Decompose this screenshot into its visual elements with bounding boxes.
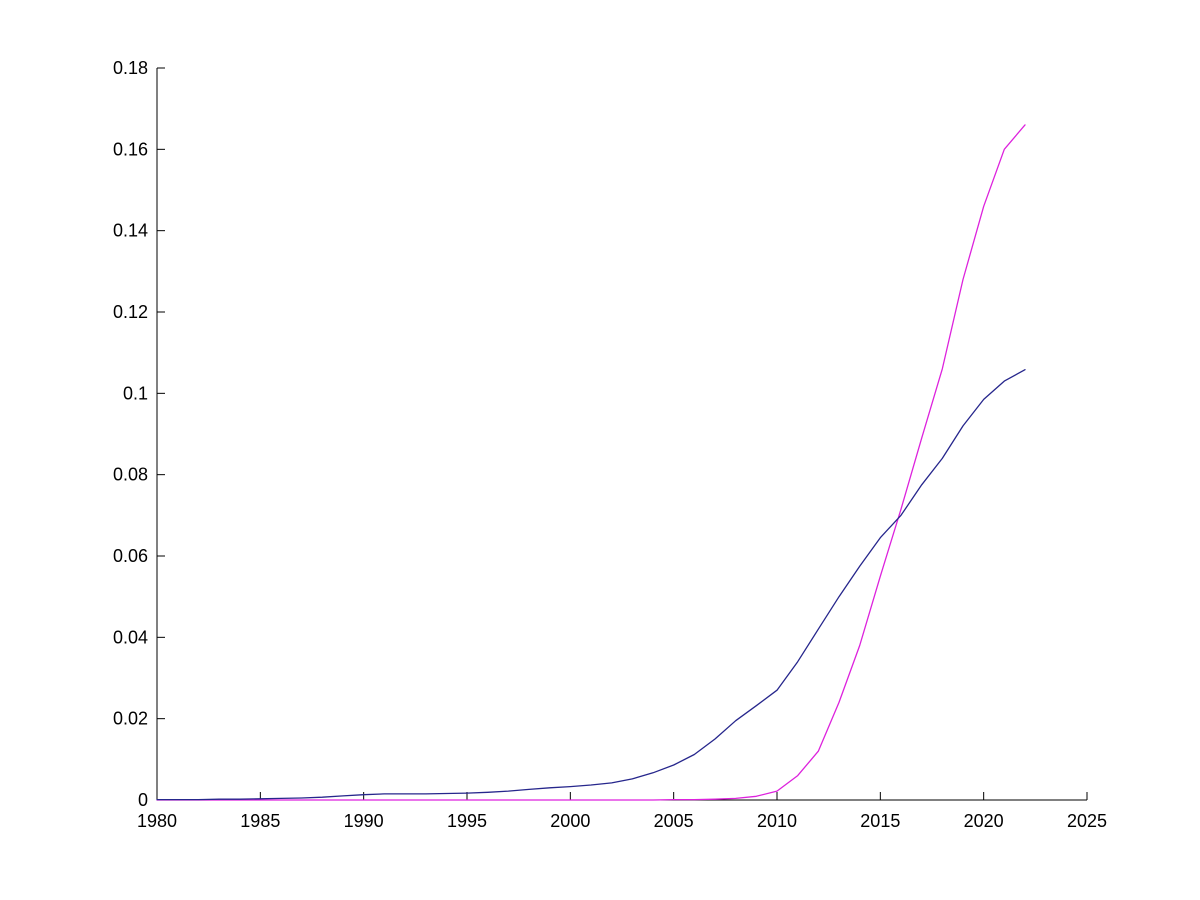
series-layer [156,124,1026,801]
y-tick-label: 0.02 [113,709,148,729]
y-tick-label: 0.18 [113,58,148,78]
x-tick-label: 1995 [447,811,487,831]
y-tick-label: 0.06 [113,546,148,566]
magenta-curve-line [156,124,1026,801]
x-tick-label: 2015 [860,811,900,831]
y-tick-label: 0.08 [113,465,148,485]
y-tick-label: 0.14 [113,221,148,241]
x-tick-label: 2025 [1067,811,1107,831]
tick-labels-layer: 1980 1985 1990 1995 2000 2005 2010 2015 2020 2025… [113,58,1107,831]
y-tick-label: 0.04 [113,627,148,647]
x-tick-label: 1985 [240,811,280,831]
x-tick-label: 1990 [344,811,384,831]
x-tick-label: 2005 [654,811,694,831]
y-tick-label: 0 [138,790,148,810]
x-tick-label: 2000 [550,811,590,831]
x-tick-label: 2020 [964,811,1004,831]
y-tick-label: 0.12 [113,302,148,322]
x-tick-label: 1980 [137,811,177,831]
axes-layer [156,67,1088,801]
y-tick-label: 0.1 [123,383,148,403]
y-tick-label: 0.16 [113,139,148,159]
x-tick-label: 2010 [757,811,797,831]
dark-blue-curve-line [156,369,1026,801]
